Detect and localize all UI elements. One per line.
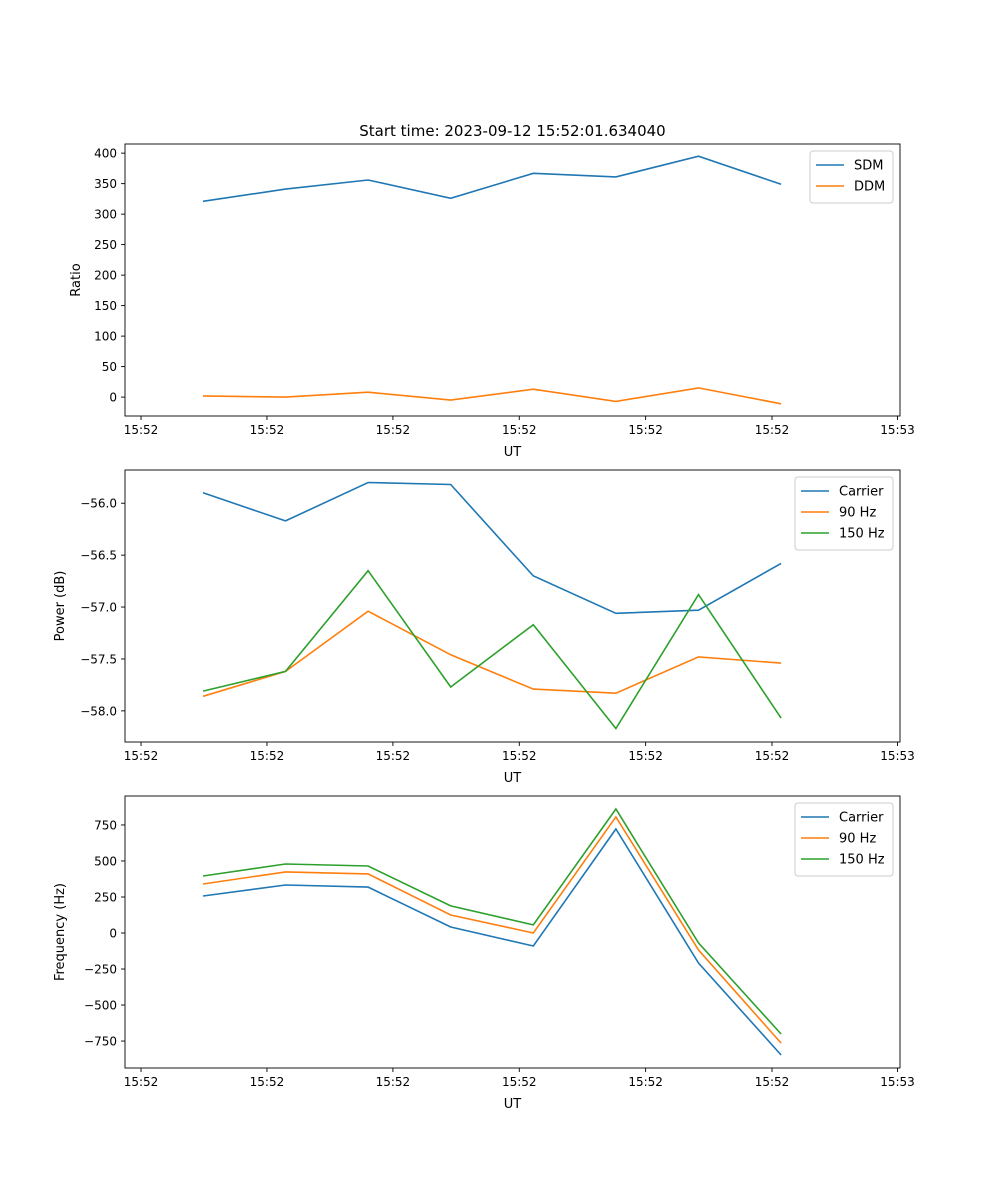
x-tick-label: 15:52: [124, 423, 159, 437]
y-tick-label: −58.0: [80, 704, 117, 718]
x-tick-label: 15:53: [880, 423, 915, 437]
x-tick-label: 15:52: [250, 749, 285, 763]
series-line-150-hz: [202, 569, 782, 730]
y-tick-label: 200: [94, 269, 117, 283]
series-line-150-hz: [202, 807, 782, 1035]
y-tick-label: 50: [102, 360, 117, 374]
y-axis-label: Power (dB): [53, 571, 68, 642]
axes-frame: [124, 143, 901, 417]
x-tick-label: 15:52: [755, 1075, 790, 1089]
x-tick-label: 15:52: [502, 423, 537, 437]
legend-box: [809, 150, 894, 204]
x-tick-label: 15:52: [250, 1075, 285, 1089]
y-axis-label: Frequency (Hz): [53, 883, 68, 981]
series-line-ddm: [202, 387, 782, 405]
y-tick-label: 300: [94, 208, 117, 222]
axes-frame: [124, 469, 901, 743]
x-tick-label: 15:52: [502, 1075, 537, 1089]
y-tick-label: −56.5: [80, 549, 117, 563]
y-tick-label: −57.5: [80, 652, 117, 666]
y-tick-label: 250: [94, 890, 117, 904]
series-line-carrier: [202, 827, 782, 1056]
axes-frame: [124, 795, 901, 1069]
legend: Carrier 90 Hz 150 Hz: [794, 476, 894, 551]
x-axis-label: UT: [504, 445, 522, 460]
x-tick-label: 15:52: [502, 749, 537, 763]
subplot-2: 15:52 15:52 15:52 15:52 15:52 15:52 15:53 UT −58…: [53, 469, 915, 786]
series-line-90-hz: [202, 610, 782, 698]
series-line-90-hz: [202, 815, 782, 1044]
y-tick-label: −500: [84, 999, 117, 1013]
legend-box: [794, 476, 894, 551]
legend-label: 150 Hz: [839, 527, 885, 542]
legend: Carrier 90 Hz 150 Hz: [794, 802, 894, 877]
y-tick-label: 400: [94, 147, 117, 161]
x-tick-label: 15:53: [880, 749, 915, 763]
y-tick-label: −750: [84, 1035, 117, 1049]
legend-label: 90 Hz: [839, 832, 876, 847]
x-tick-label: 15:52: [124, 1075, 159, 1089]
x-tick-label: 15:52: [376, 1075, 411, 1089]
x-tick-label: 15:52: [250, 423, 285, 437]
x-tick-label: 15:52: [628, 749, 663, 763]
y-tick-label: −57.0: [80, 601, 117, 615]
x-tick-label: 15:52: [755, 423, 790, 437]
y-tick-label: 150: [94, 299, 117, 313]
x-tick-label: 15:52: [124, 749, 159, 763]
y-tick-label: 0: [109, 927, 117, 941]
legend-label: Carrier: [839, 811, 884, 826]
y-tick-label: 250: [94, 238, 117, 252]
y-tick-label: −250: [84, 963, 117, 977]
legend-label: 90 Hz: [839, 506, 876, 521]
y-tick-label: 100: [94, 330, 117, 344]
x-tick-label: 15:52: [376, 423, 411, 437]
subplot-3: 15:52 15:52 15:52 15:52 15:52 15:52 15:53 UT −75…: [53, 795, 915, 1112]
x-axis-label: UT: [504, 771, 522, 786]
y-tick-label: −56.0: [80, 497, 117, 511]
legend: SDM DDM: [809, 150, 894, 204]
chart-title: Start time: 2023-09-12 15:52:01.634040: [359, 122, 665, 140]
y-tick-label: 0: [109, 391, 117, 405]
y-axis-label: Ratio: [69, 263, 84, 296]
x-tick-label: 15:52: [628, 1075, 663, 1089]
subplot-1: Start time: 2023-09-12 15:52:01.634040 15…: [69, 122, 915, 460]
legend-label: 150 Hz: [839, 853, 885, 868]
series-line-carrier: [202, 481, 782, 615]
x-tick-label: 15:52: [755, 749, 790, 763]
legend-label: SDM: [854, 159, 883, 174]
legend-label: DDM: [854, 180, 885, 195]
legend-box: [794, 802, 894, 877]
x-tick-label: 15:52: [376, 749, 411, 763]
y-tick-label: 500: [94, 854, 117, 868]
y-tick-label: 750: [94, 818, 117, 832]
legend-label: Carrier: [839, 485, 884, 500]
y-tick-label: 350: [94, 177, 117, 191]
x-tick-label: 15:52: [628, 423, 663, 437]
series-line-sdm: [202, 155, 782, 203]
x-tick-label: 15:53: [880, 1075, 915, 1089]
x-axis-label: UT: [504, 1097, 522, 1112]
